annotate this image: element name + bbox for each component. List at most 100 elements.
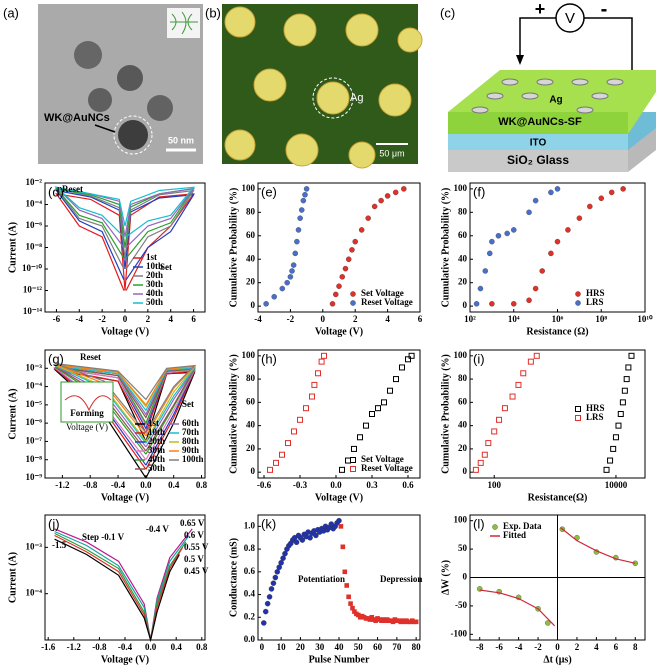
panel-label: (i) [473, 351, 485, 366]
legend-label: 50th [146, 297, 163, 307]
film-label: WK@AuNCs-SF [498, 116, 582, 128]
data-point [369, 411, 375, 417]
data-point [340, 544, 346, 550]
series-label: 0.45 V [184, 566, 209, 576]
legend-swatch [575, 300, 581, 306]
chart: 0 10 20 30 40 50 60 70 80 0.0 0.2 0.4 0.6 0.8 1.0 Pulse… [228, 514, 422, 665]
y-tick-label: 100 [454, 183, 468, 193]
x-tick-label: 0 [123, 314, 128, 324]
x-tick-label: 10⁴ [508, 314, 520, 324]
sample-label: WK@AuNCs [44, 112, 110, 124]
chart: 100 10000 0 20 40 60 80 100 Resistance(Ω) Cumulat… [440, 349, 646, 503]
x-tick-label: 0.8 [196, 480, 208, 490]
data-point [548, 250, 554, 257]
electrode [378, 83, 412, 117]
y-axis-label: Cumulative Probability (%) [440, 188, 451, 308]
y-tick-label: 60 [458, 230, 468, 240]
y-tick-label: 40 [458, 253, 468, 263]
legend-swatch [492, 524, 498, 530]
x-tick-label: 10⁶ [552, 314, 564, 324]
data-point [548, 189, 554, 196]
data-point [273, 459, 279, 466]
data-point [619, 399, 626, 406]
data-point [515, 381, 522, 388]
data-point [608, 189, 615, 196]
legend-label: 20th [146, 270, 163, 280]
y-axis-label: Cumulative Probability (%) [228, 354, 239, 474]
film-top [448, 70, 656, 134]
x-tick-label: 0.6 [402, 480, 414, 490]
legend-label: 50th [148, 463, 165, 473]
data-point [358, 227, 365, 233]
minus: - [601, 0, 608, 20]
data-point [350, 605, 355, 611]
data-point [336, 517, 342, 524]
y-tick-label: 40 [458, 420, 468, 430]
y-tick-label: 0.2 [244, 611, 256, 621]
data-point [554, 238, 561, 245]
legend-swatch [575, 415, 581, 421]
electrode [345, 13, 379, 47]
legend-label: HRS [586, 288, 605, 298]
legend-label: 10th [146, 261, 163, 271]
data-point [504, 230, 510, 237]
highlight [113, 115, 153, 155]
data-point [329, 301, 336, 307]
legend-label: 80th [182, 436, 199, 446]
data-point [272, 574, 279, 581]
x-tick-label: 50 [354, 642, 364, 652]
data-point [346, 594, 351, 600]
electrode-label: Ag [549, 95, 562, 106]
x-tick-label: 2 [146, 314, 151, 324]
data-point [623, 376, 630, 383]
data-point [345, 256, 352, 262]
panel-label: (h) [261, 351, 277, 366]
y-tick-label: 80 [458, 206, 468, 216]
x-tick-label: 4 [168, 314, 173, 324]
data-point [628, 352, 635, 359]
legend-swatch [350, 457, 356, 463]
plot-frame [257, 182, 421, 313]
legend-label: LRS [586, 297, 604, 307]
y-tick-label: 100 [454, 515, 468, 525]
x-tick-label: 0 [555, 642, 560, 652]
x-tick-label: -4 [254, 314, 262, 324]
y-tick-label: 10⁻⁹ [26, 472, 43, 482]
data-point [607, 457, 614, 464]
data-point [262, 608, 269, 615]
x-axis-label: Resistance (Ω) [526, 326, 588, 337]
x-tick-label: 70 [392, 642, 402, 652]
x-axis-label: Pulse Number [309, 654, 370, 665]
legend-label: 90th [182, 445, 199, 455]
legend-label: 10th [148, 427, 165, 437]
series-line [54, 187, 195, 270]
data-point [532, 285, 539, 292]
electrode [316, 81, 350, 115]
annotation: Set [182, 399, 194, 409]
y-axis-label: Cumulative Probability (%) [228, 188, 239, 308]
x-tick-label: -0.4 [118, 642, 133, 652]
y-axis-label: Current (A) [7, 222, 18, 273]
series-line [54, 532, 187, 641]
data-point [413, 619, 419, 625]
x-tick-label: 0.4 [171, 642, 183, 652]
data-point [287, 274, 294, 280]
x-tick-label: -1.2 [67, 642, 82, 652]
x-axis-label: Voltage (V) [101, 326, 149, 337]
legend-label: Reset Voltage [361, 297, 413, 307]
x-tick-label: -6 [495, 642, 503, 652]
substrate-label: SiO₂ Glass [507, 153, 569, 167]
substrate-front [448, 150, 628, 172]
legend-label: 60th [182, 418, 199, 428]
series-line [55, 365, 196, 444]
data-point [303, 186, 310, 192]
data-point [300, 197, 307, 204]
x-tick-label: 60 [373, 642, 383, 652]
data-point [342, 265, 349, 272]
x-tick-label: -6 [53, 314, 61, 324]
x-tick-label: 0 [321, 314, 326, 324]
legend-label: Reset Voltage [361, 463, 413, 473]
data-point [342, 569, 348, 575]
data-point [333, 291, 339, 298]
